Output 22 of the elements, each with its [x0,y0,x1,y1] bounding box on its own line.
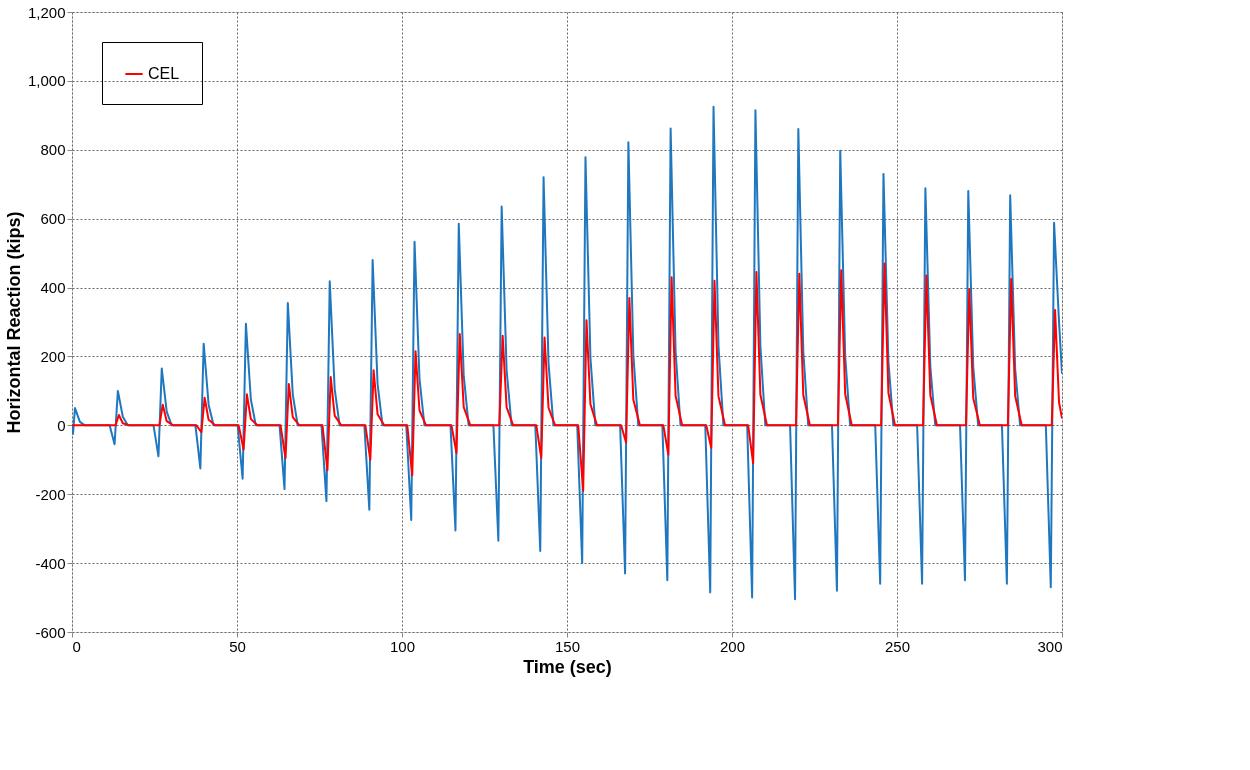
x-axis-title: Time (sec) [523,656,612,677]
line-series [72,105,1062,601]
y-tick-label: 1,000 [27,72,66,90]
y-tick-label: 400 [40,279,66,297]
y-axis-title: Horizontal Reaction (kips) [3,211,24,434]
y-tick-label: -200 [35,485,66,503]
y-tick-label: 600 [40,210,66,228]
y-tick-label: -400 [35,554,66,572]
line-series [72,262,1062,492]
x-tick-label: 100 [389,637,416,655]
x-tick-label: 0 [72,637,81,655]
x-tick-label: 200 [719,637,746,655]
y-tick-label: -600 [35,623,66,641]
x-tick-label: 300 [1037,637,1063,655]
y-tick-label: 1,200 [27,3,66,21]
x-tick-label: 150 [554,637,581,655]
x-tick-label: 50 [229,637,246,655]
y-tick-label: 0 [57,416,66,434]
x-tick-label: 250 [884,637,911,655]
y-tick-label: 200 [40,347,66,365]
legend-label: CEL [148,65,180,82]
y-tick-label: 800 [40,141,66,159]
